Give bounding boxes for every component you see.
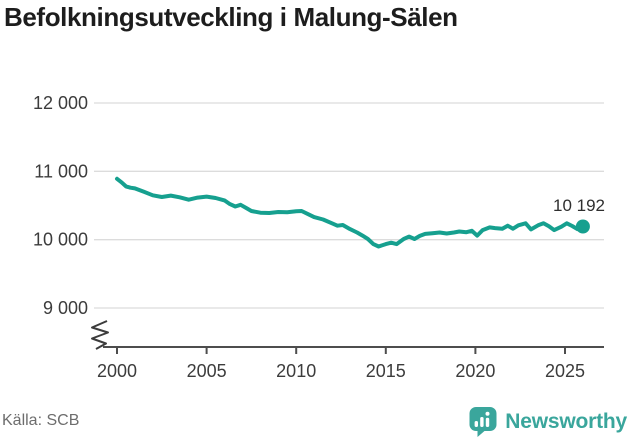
y-tick-label: 10 000 [33,230,88,250]
x-axis-ticks [116,347,566,354]
newsworthy-logo-text: Newsworthy [505,409,627,433]
x-tick-label: 2005 [187,361,227,381]
newsworthy-logo-icon [469,407,497,437]
y-axis-labels: 12 000 11 000 10 000 9 000 [33,93,88,318]
y-tick-label: 9 000 [43,298,88,318]
x-tick-label: 2015 [366,361,406,381]
population-series-line [115,176,585,249]
y-tick-label: 12 000 [33,93,88,113]
gridlines [94,102,604,309]
series-end-dot [575,219,590,234]
y-tick-label: 11 000 [34,161,88,181]
x-tick-label: 2000 [97,361,137,381]
source-caption: Källa: SCB [2,412,80,429]
x-tick-label: 2025 [545,361,585,381]
newsworthy-logo[interactable]: Newsworthy [467,405,627,438]
x-tick-label: 2010 [276,361,316,381]
axis-break-icon [91,320,109,350]
chart-title: Befolkningsutveckling i Malung-Sälen [4,2,458,32]
x-tick-label: 2020 [455,361,495,381]
series-end-label: 10 192 [553,196,605,215]
x-axis-labels: 2000 2005 2010 2015 2020 2025 [97,361,585,381]
bar-chart-glyph [474,411,490,427]
